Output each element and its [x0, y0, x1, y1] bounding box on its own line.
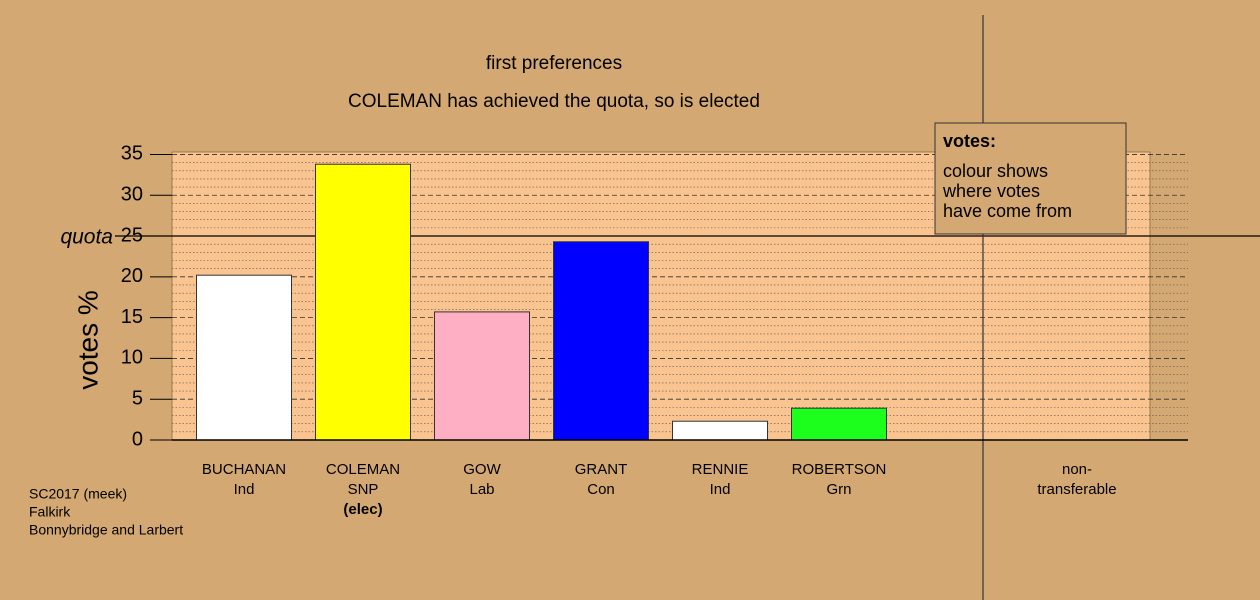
y-tick-label: 20	[121, 265, 143, 287]
bar	[196, 274, 292, 441]
bar	[553, 241, 649, 441]
footer-text: SC2017 (meek)	[29, 486, 127, 502]
legend-title: votes:	[943, 131, 996, 151]
y-axis-label: votes %	[72, 290, 103, 390]
party-label: Ind	[710, 481, 731, 498]
party-label: Ind	[234, 481, 255, 498]
quota-label: quota	[60, 226, 113, 249]
party-label: Lab	[469, 481, 494, 498]
y-tick-label: 0	[132, 428, 143, 450]
legend-text: have come from	[943, 201, 1072, 221]
x-tick-label: GOW	[463, 461, 501, 478]
y-tick-label: 25	[121, 224, 143, 246]
bar	[434, 311, 530, 441]
chart-subtitle: COLEMAN has achieved the quota, so is el…	[348, 91, 760, 112]
y-tick-label: 35	[121, 143, 143, 165]
footer-text: Falkirk	[29, 504, 71, 520]
bar	[672, 420, 768, 441]
marks	[196, 163, 887, 441]
x-tick-label: GRANT	[575, 461, 628, 478]
party-label: SNP	[348, 481, 379, 498]
legend-box	[934, 122, 1127, 235]
party-label: Con	[587, 481, 615, 498]
chart-title: first preferences	[486, 53, 622, 74]
x-tick-label: ROBERTSON	[792, 461, 887, 478]
bar	[791, 407, 887, 441]
party-label: Grn	[826, 481, 851, 498]
legend-text: colour shows	[943, 161, 1048, 181]
y-tick-label: 5	[132, 387, 143, 409]
y-tick-label: 15	[121, 306, 143, 328]
x-tick-label: non-	[1062, 461, 1092, 478]
x-tick-label: COLEMAN	[326, 461, 400, 478]
footer-text: Bonnybridge and Larbert	[29, 522, 183, 538]
y-tick-label: 10	[121, 347, 143, 369]
status-label: (elec)	[343, 501, 382, 518]
bar	[315, 163, 411, 441]
y-tick-label: 30	[121, 184, 143, 206]
party-label: transferable	[1037, 481, 1116, 498]
x-tick-label: BUCHANAN	[202, 461, 286, 478]
x-tick-label: RENNIE	[692, 461, 749, 478]
legend-text: where votes	[942, 181, 1040, 201]
